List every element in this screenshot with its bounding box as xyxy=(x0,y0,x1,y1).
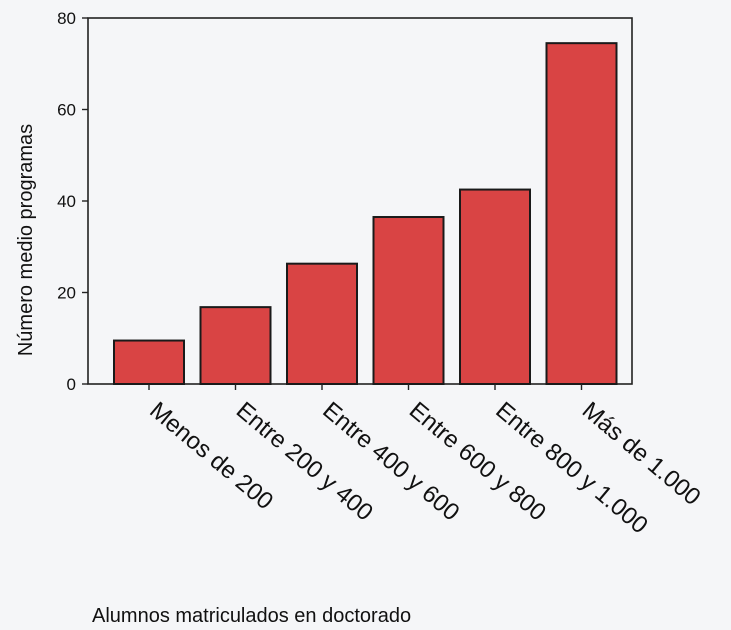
x-axis-title: Alumnos matriculados en doctorado xyxy=(92,605,411,627)
y-tick-label: 20 xyxy=(57,284,76,303)
y-tick-label: 40 xyxy=(57,192,76,211)
bar xyxy=(286,262,358,385)
y-axis-title: Número medio programas xyxy=(15,124,37,356)
y-axis: 0 20 40 60 80 xyxy=(57,9,88,394)
bar xyxy=(199,306,272,386)
bar xyxy=(372,216,445,385)
bar xyxy=(113,339,185,386)
y-tick-label: 0 xyxy=(67,375,76,394)
bar xyxy=(459,188,531,385)
bars-group xyxy=(113,42,618,390)
y-tick-label: 60 xyxy=(57,101,76,120)
x-category-label: Entre 800 y 1.000 xyxy=(490,397,652,539)
y-tick-label: 80 xyxy=(57,9,76,28)
bar xyxy=(545,42,618,385)
